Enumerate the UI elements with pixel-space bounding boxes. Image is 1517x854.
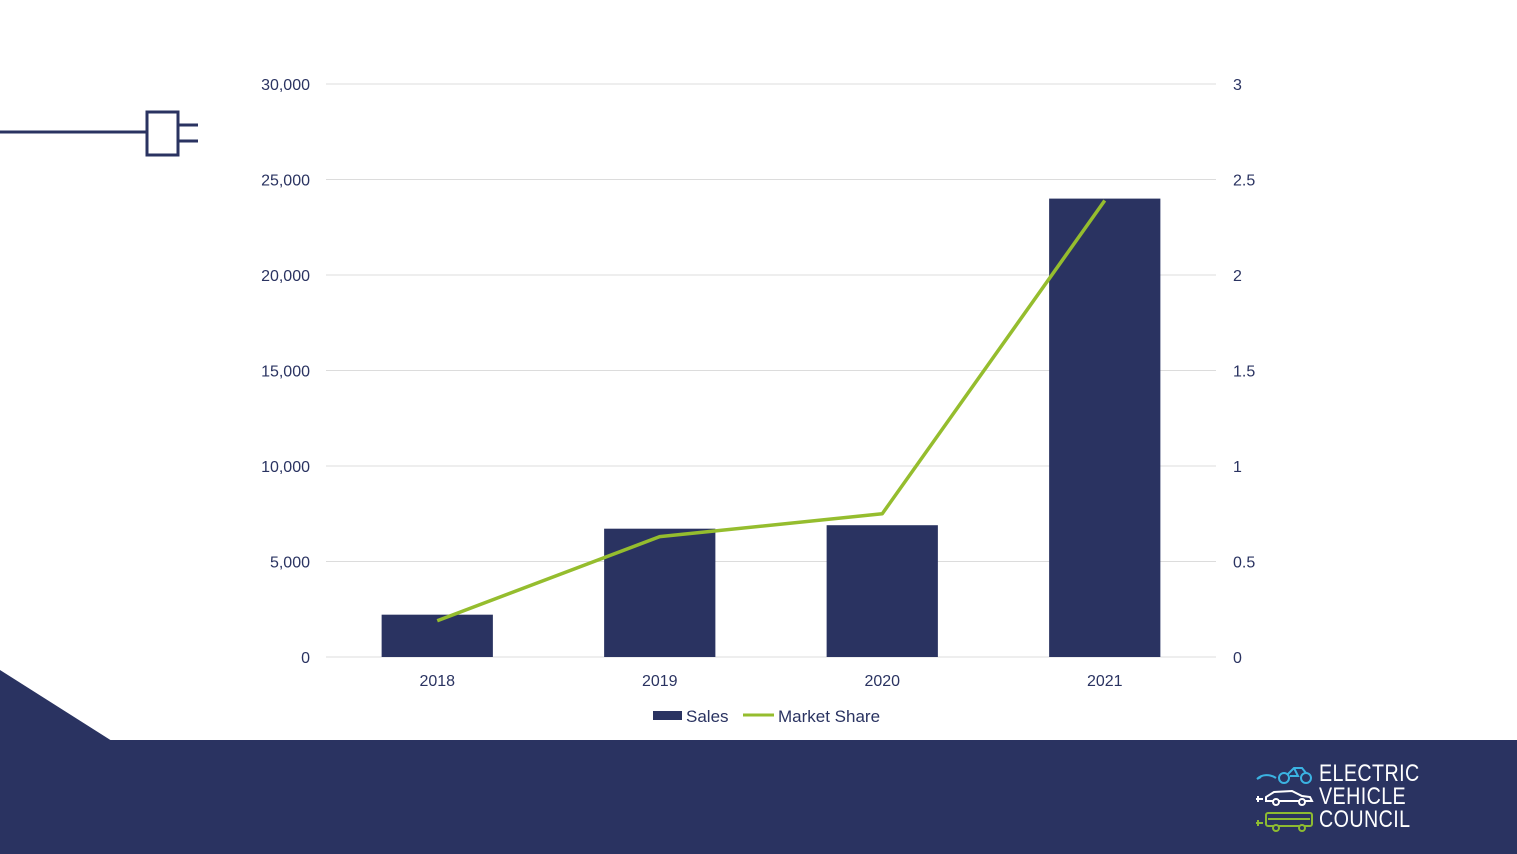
logo-line-1: ELECTRIC	[1319, 760, 1420, 787]
car-icon	[1256, 789, 1314, 806]
y-left-tick-label: 0	[301, 650, 310, 667]
line-market-share	[436, 199, 1107, 623]
legend-label-sales: Sales	[686, 707, 729, 726]
y-left-tick-label: 25,000	[261, 173, 310, 190]
sales-bars	[381, 198, 1161, 657]
y-left-tick-label: 10,000	[261, 459, 310, 476]
bar-sales-2020	[826, 525, 938, 657]
y-left-tick-label: 20,000	[261, 268, 310, 285]
y-right-tick-label: 0	[1233, 650, 1242, 667]
y-left-tick-label: 5,000	[270, 555, 310, 572]
x-tick-label: 2020	[864, 673, 900, 690]
y-left-tick-label: 15,000	[261, 364, 310, 381]
corner-triangle	[0, 670, 112, 741]
y-left-tick-label: 30,000	[261, 77, 310, 94]
sales-market-share-chart: 0 5,000 10,000 15,000 20,000 25,000 30,000 0 0.…	[261, 77, 1255, 726]
legend-swatch-sales	[653, 711, 682, 720]
bus-icon	[1256, 812, 1313, 832]
ev-council-logo: ELECTRIC VEHICLE COUNCIL	[1254, 762, 1434, 832]
y-right-tick-label: 1	[1233, 459, 1242, 476]
y-right-tick-label: 2	[1233, 268, 1242, 285]
x-tick-label: 2019	[642, 673, 678, 690]
x-axis-ticks: 2018 2019 2020 2021	[419, 673, 1122, 690]
y-right-tick-label: 1.5	[1233, 364, 1255, 381]
logo-line-2: VEHICLE	[1319, 783, 1407, 810]
bar-sales-2018	[381, 614, 493, 657]
footer-band	[0, 740, 1517, 854]
right-axis-ticks: 0 0.5 1 1.5 2 2.5 3	[1233, 77, 1255, 667]
y-right-tick-label: 0.5	[1233, 555, 1255, 572]
logo-line-3: COUNCIL	[1319, 806, 1411, 833]
legend-label-market-share: Market Share	[778, 707, 880, 726]
x-tick-label: 2021	[1087, 673, 1123, 690]
bar-sales-2021	[1049, 198, 1161, 657]
legend: Sales Market Share	[653, 707, 880, 726]
y-right-tick-label: 2.5	[1233, 173, 1255, 190]
motorbike-icon	[1256, 767, 1312, 784]
y-right-tick-label: 3	[1233, 77, 1242, 94]
plug-icon	[0, 110, 198, 157]
x-tick-label: 2018	[419, 673, 455, 690]
left-axis-ticks: 0 5,000 10,000 15,000 20,000 25,000 30,000	[261, 77, 310, 667]
market-share-line	[436, 199, 1107, 623]
bar-sales-2019	[604, 528, 716, 657]
